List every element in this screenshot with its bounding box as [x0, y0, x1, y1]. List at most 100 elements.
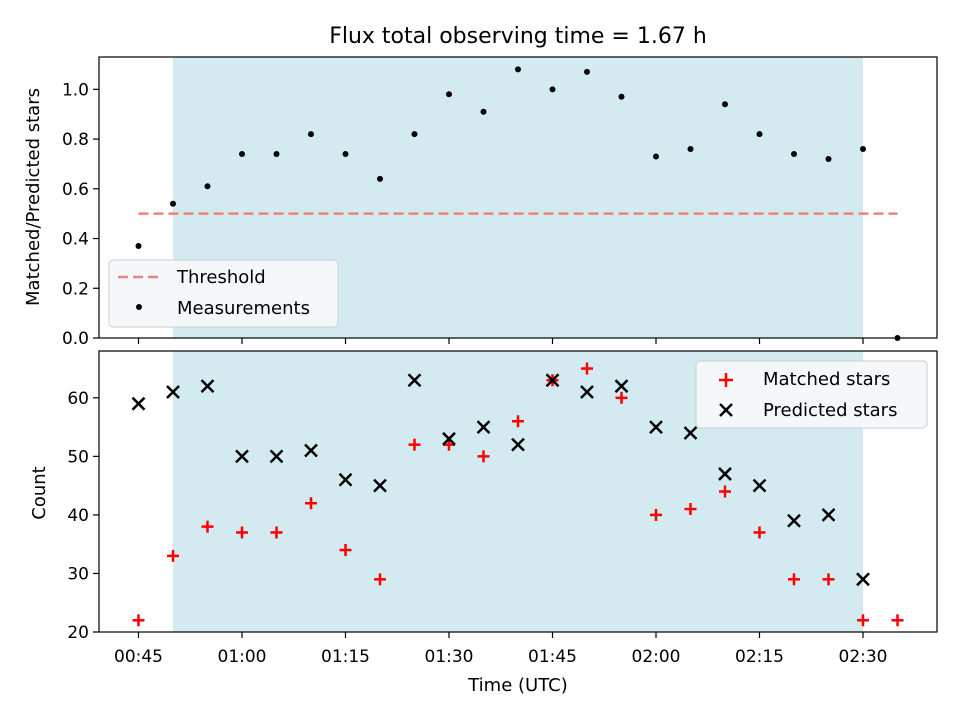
- top-legend-box: [108, 259, 339, 328]
- predicted-star-point: [683, 426, 698, 440]
- measurement-point: [722, 101, 728, 108]
- chart-title: Flux total observing time = 1.67 h: [329, 24, 707, 49]
- matched-star-point: [443, 438, 455, 451]
- predicted-star-point: [649, 420, 663, 434]
- y-tick-label: 0.0: [62, 329, 89, 349]
- x-tick-label: 00:45: [114, 647, 163, 667]
- predicted-star-point: [407, 373, 422, 388]
- matched-star-point: [408, 438, 421, 451]
- top-panel: 0.0 0.2 0.4 0.6 0.8 1.0 Matched/Predicted sta…: [23, 56, 938, 349]
- matched-star-point: [822, 573, 835, 586]
- measurement-point: [411, 131, 418, 138]
- measurement-point: [308, 131, 314, 138]
- y-tick-label: 0.4: [62, 230, 89, 250]
- measurement-point: [687, 146, 694, 153]
- y-tick-label: 0.6: [62, 180, 89, 200]
- bottom-plot-frame: [98, 350, 938, 633]
- measurement-point: [239, 150, 245, 157]
- measurement-point: [135, 242, 142, 249]
- measurement-point: [791, 150, 797, 157]
- matched-star-point: [684, 503, 697, 516]
- predicted-star-point: [718, 467, 732, 481]
- matched-star-point: [512, 415, 524, 428]
- predicted-star-point: [787, 513, 801, 528]
- matched-star-point: [305, 497, 317, 510]
- matched-star-point: [167, 549, 179, 562]
- predicted-star-point: [200, 379, 215, 394]
- measurement-point: [653, 153, 659, 160]
- predicted-star-point: [511, 437, 525, 452]
- measurement-point: [273, 150, 280, 157]
- y-tick-label: 20: [67, 623, 89, 643]
- x-tick-label: 01:15: [321, 647, 370, 667]
- measurement-point: [860, 146, 866, 153]
- measurement-point: [446, 91, 452, 98]
- predicted-star-point: [131, 396, 146, 411]
- predicted-star-point: [373, 478, 387, 493]
- predicted-star-point: [614, 379, 629, 394]
- legend-measurements-label: Measurements: [177, 298, 310, 319]
- measurement-point: [377, 175, 383, 182]
- predicted-star-point: [235, 449, 249, 464]
- predicted-star-point: [442, 431, 456, 446]
- measurement-point: [549, 86, 556, 93]
- matched-star-point: [719, 485, 731, 498]
- bottom-legend: Matched stars Predicted stars: [695, 360, 928, 429]
- x-tick-label: 02:15: [735, 647, 784, 667]
- x-tick-label: 01:00: [218, 647, 267, 667]
- matched-star-point: [477, 450, 490, 463]
- measurement-point: [480, 108, 487, 115]
- y-tick-label: 40: [67, 506, 89, 526]
- legend-threshold-label: Threshold: [176, 267, 266, 288]
- y-tick-label: 30: [67, 564, 89, 584]
- top-y-axis-label: Matched/Predicted stars: [23, 88, 44, 306]
- y-tick-label: 50: [67, 447, 89, 467]
- measurement-point: [170, 200, 176, 207]
- bottom-panel: 20 30 40 50 60 00:45 01:00 01:15 01:30 01:45 02:0…: [29, 350, 938, 696]
- predicted-star-point: [545, 373, 560, 388]
- matched-star-point: [270, 526, 283, 539]
- x-tick-label: 01:30: [425, 647, 474, 667]
- legend-matched-label: Matched stars: [763, 369, 890, 390]
- top-plot-frame: [98, 56, 938, 339]
- bottom-y-axis-label: Count: [29, 466, 50, 519]
- predicted-star-point: [580, 385, 594, 399]
- legend-predicted-label: Predicted stars: [763, 400, 897, 421]
- x-tick-label: 02:30: [839, 647, 888, 667]
- predicted-star-point: [821, 508, 836, 522]
- measurement-point: [618, 93, 625, 100]
- predicted-star-point: [304, 443, 318, 458]
- legend-predicted-swatch: [719, 403, 733, 417]
- x-tick-label: 02:00: [632, 647, 681, 667]
- measurement-point: [342, 150, 349, 157]
- predicted-star-point: [269, 449, 284, 464]
- measurement-point: [584, 68, 590, 75]
- matched-star-point: [374, 573, 386, 586]
- predicted-star-point: [166, 385, 180, 399]
- matched-star-point: [650, 508, 662, 521]
- legend-matched-swatch: [719, 373, 733, 387]
- matched-star-point: [339, 544, 352, 557]
- predicted-star-point: [476, 420, 491, 434]
- matched-star-point: [581, 362, 593, 375]
- y-tick-label: 60: [67, 389, 89, 409]
- top-legend: Threshold Measurements: [108, 259, 339, 328]
- y-tick-label: 0.2: [62, 279, 89, 299]
- predicted-star-point: [338, 472, 353, 487]
- matched-star-point: [201, 520, 214, 533]
- matched-star-point: [891, 614, 904, 627]
- y-tick-label: 1.0: [62, 80, 89, 100]
- matched-star-point: [753, 526, 766, 539]
- bottom-legend-box: [695, 360, 928, 429]
- matched-star-point: [857, 614, 869, 627]
- predicted-star-point: [752, 478, 767, 493]
- x-axis-label: Time (UTC): [467, 675, 568, 696]
- matched-star-point: [788, 573, 800, 586]
- matched-star-point: [132, 614, 145, 627]
- predicted-star-point: [856, 572, 870, 587]
- legend-measurements-swatch: [136, 304, 142, 310]
- measurement-point: [515, 66, 521, 73]
- measurement-point: [756, 131, 763, 138]
- measurement-point: [204, 183, 211, 190]
